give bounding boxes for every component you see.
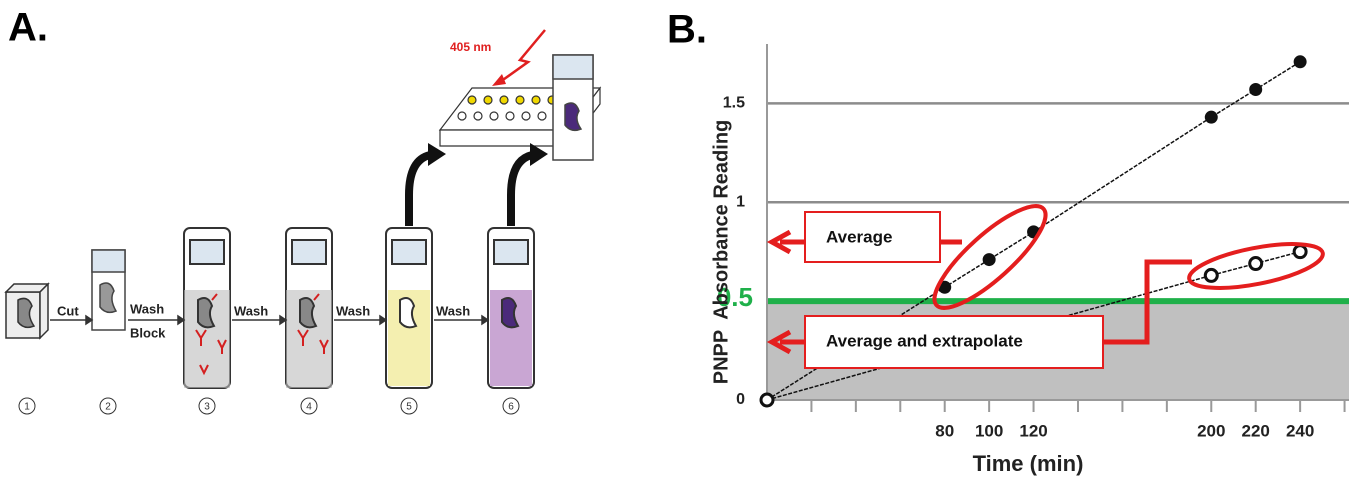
data-point xyxy=(1292,244,1308,260)
arrow-label: Wash xyxy=(130,301,164,316)
x-tick-label: 200 xyxy=(1197,421,1225,440)
y-axis-title: PNPP Absorbance Reading xyxy=(710,120,732,385)
threshold-label: 0.5 xyxy=(717,282,753,312)
arrow-label: Wash xyxy=(234,303,268,318)
step-number: 5 xyxy=(406,402,412,413)
data-point xyxy=(1204,110,1218,124)
x-tick-label: 240 xyxy=(1286,421,1314,440)
light-bolt xyxy=(499,29,546,84)
panel-label: A. xyxy=(8,6,48,50)
annotation-box xyxy=(804,315,1104,369)
x-axis-title: Time (min) xyxy=(973,451,1084,476)
arrow-head xyxy=(766,229,792,255)
step-number: 1 xyxy=(24,402,30,413)
panel-a: A. xyxy=(4,6,602,415)
panel-b: B. 0 1 1.5 0.5 80 100 120 200 220 240 Time (min) PN… xyxy=(667,8,1349,476)
tall-vial xyxy=(552,54,594,161)
y-tick-label: 1.5 xyxy=(723,95,745,112)
step-circles xyxy=(18,397,520,415)
connector xyxy=(1103,259,1192,345)
transfer-arrows xyxy=(405,151,534,226)
highlight-ellipse xyxy=(1187,242,1325,290)
arrow-label: Wash xyxy=(436,303,470,318)
arrow-head xyxy=(766,329,792,355)
tissue-block xyxy=(4,282,50,340)
antibodies xyxy=(195,293,329,376)
step-number: 2 xyxy=(105,402,111,413)
data-point xyxy=(1249,82,1263,96)
x-tick-label: 120 xyxy=(1019,421,1047,440)
step-number: 4 xyxy=(306,402,312,413)
annotation: Average xyxy=(826,227,892,246)
annotation: Average and extrapolate xyxy=(826,331,1023,350)
x-tick-label: 80 xyxy=(935,421,954,440)
wavelength-label: 405 nm xyxy=(450,40,491,54)
x-tick-label: 220 xyxy=(1242,421,1270,440)
data-point xyxy=(1293,55,1307,69)
panel-label: B. xyxy=(667,8,707,52)
series-line xyxy=(766,250,1301,401)
data-point xyxy=(1248,256,1264,272)
y-tick-label: 0 xyxy=(736,391,745,408)
step-number: 3 xyxy=(204,402,210,413)
arrow-label: Wash xyxy=(336,303,370,318)
data-point xyxy=(982,253,996,267)
vial xyxy=(91,249,126,331)
step-number: 6 xyxy=(508,402,514,413)
annotation-box xyxy=(804,211,941,263)
highlight-ellipse xyxy=(932,204,1048,310)
data-point xyxy=(759,392,775,408)
vials xyxy=(183,227,535,389)
x-tick-label: 100 xyxy=(975,421,1003,440)
arrow-label: Cut xyxy=(57,303,79,318)
arrow-sublabel: Block xyxy=(130,325,166,340)
data-point xyxy=(1203,267,1219,283)
process-arrows xyxy=(50,314,490,326)
y-tick-label: 1 xyxy=(736,193,745,210)
